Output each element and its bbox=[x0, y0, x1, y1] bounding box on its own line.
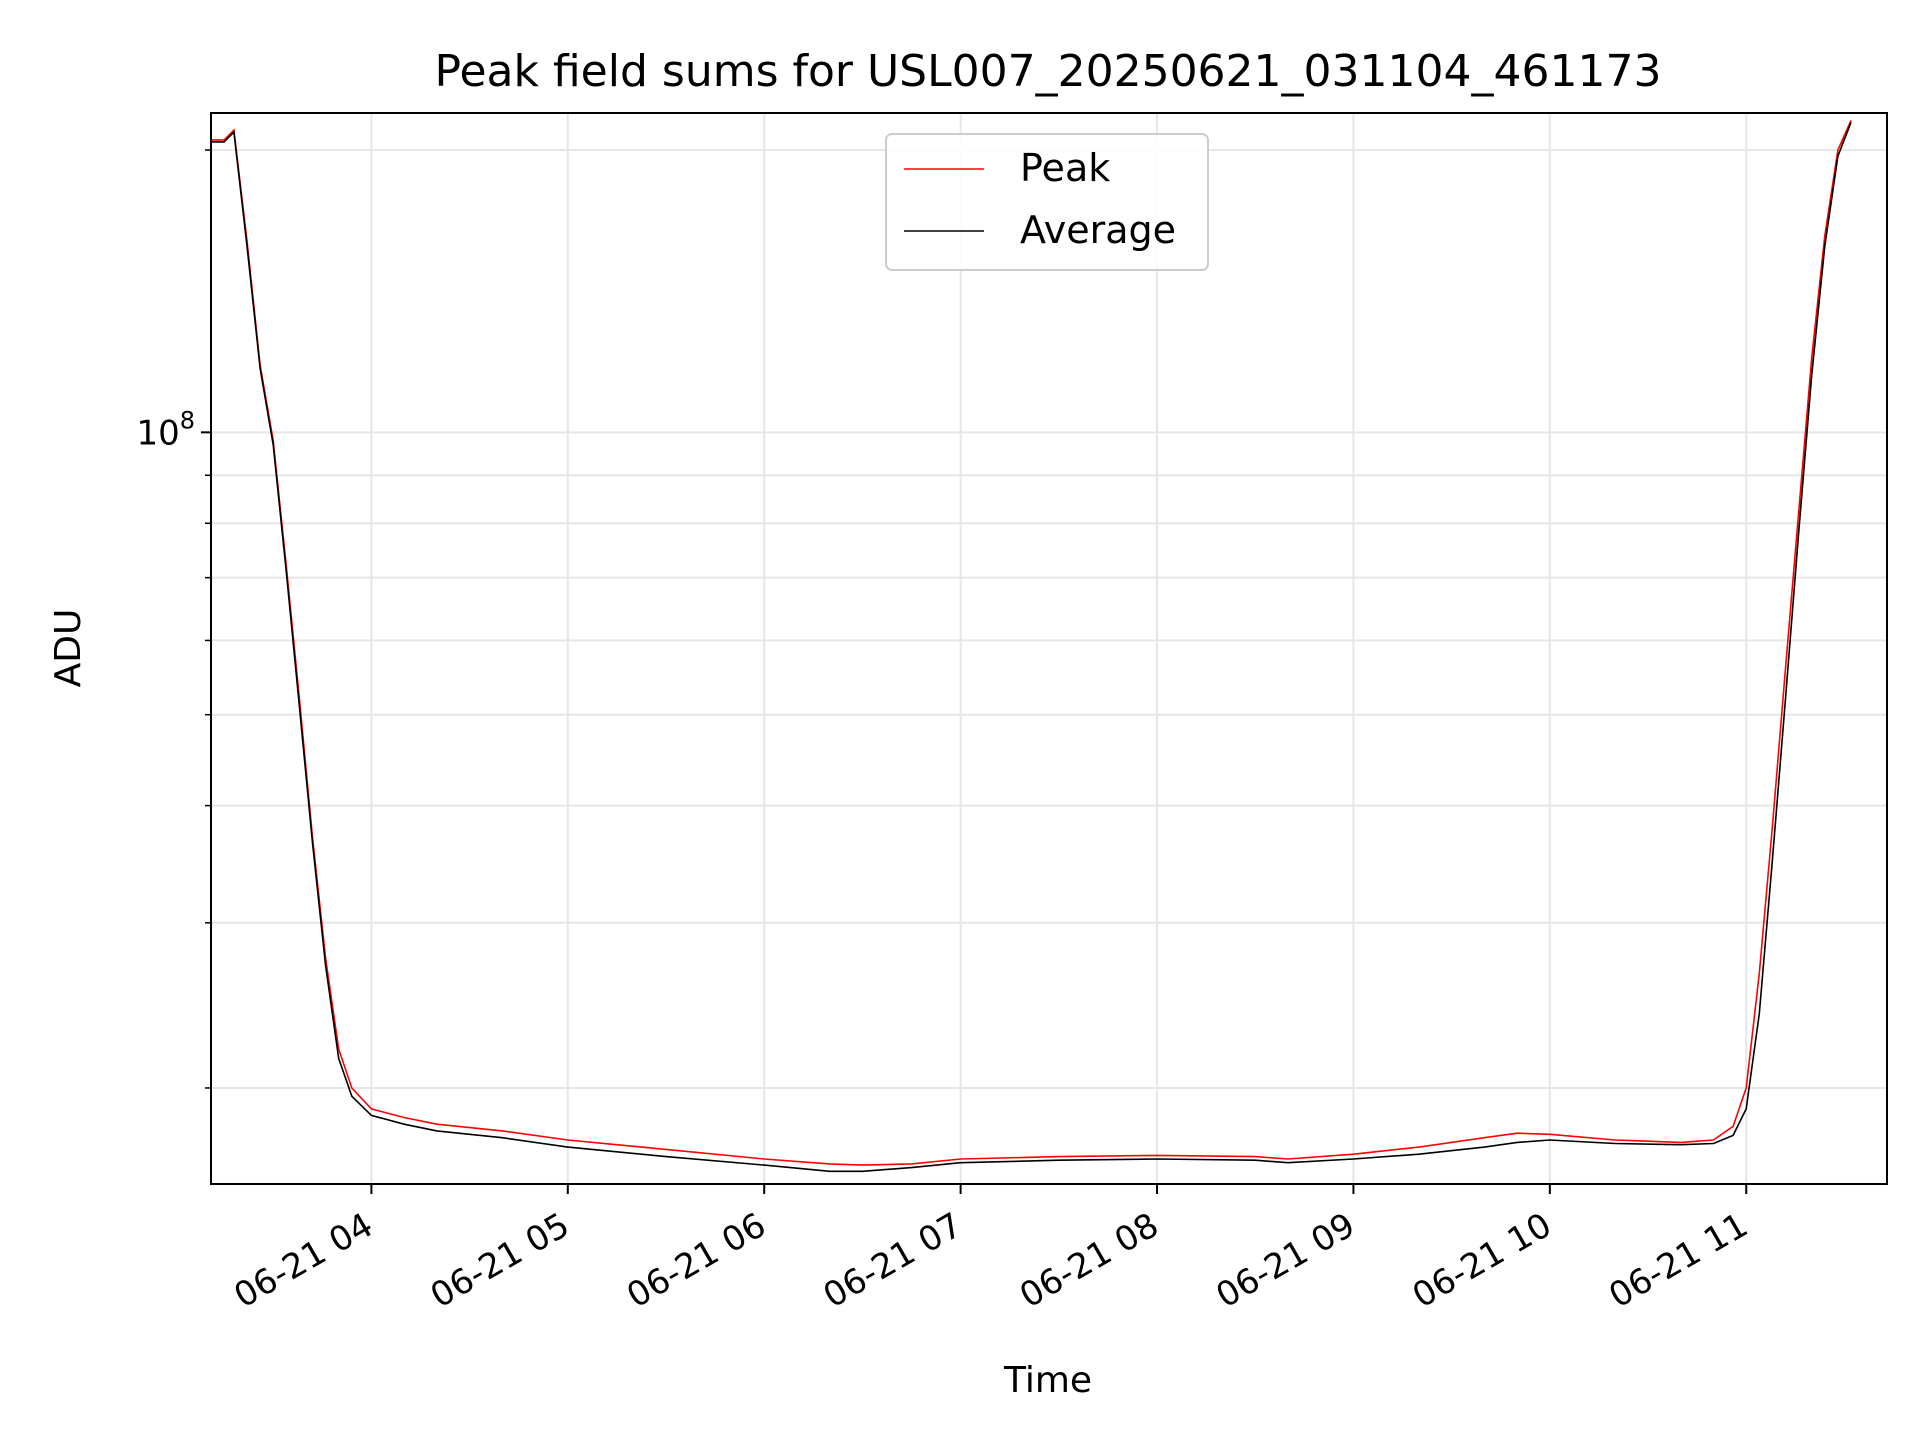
y-tick-label: 108 bbox=[136, 406, 195, 453]
x-tick-label: 06-21 10 bbox=[1406, 1205, 1558, 1316]
chart-title: Peak field sums for USL007_20250621_0311… bbox=[435, 46, 1662, 97]
plot-area-frame bbox=[210, 112, 1888, 1185]
x-tick-label: 06-21 06 bbox=[620, 1205, 772, 1316]
legend-label-average: Average bbox=[1020, 208, 1176, 252]
series-line-average bbox=[211, 122, 1852, 1173]
x-tick-label: 06-21 08 bbox=[1013, 1205, 1165, 1316]
legend-label-peak: Peak bbox=[1020, 146, 1110, 190]
x-tick-label: 06-21 05 bbox=[424, 1205, 576, 1316]
x-tick-label: 06-21 11 bbox=[1602, 1205, 1754, 1316]
x-tick-label: 06-21 07 bbox=[817, 1205, 969, 1316]
x-tick-label: 06-21 04 bbox=[228, 1205, 380, 1316]
legend: Peak Average bbox=[885, 133, 1209, 271]
x-axis-ticks: 06-21 04 06-21 05 06-21 06 06-21 07 06-21 08… bbox=[228, 1184, 1755, 1316]
series-layer bbox=[211, 120, 1852, 1173]
y-axis-label: ADU bbox=[48, 609, 89, 688]
grid-layer bbox=[211, 113, 1887, 1184]
x-tick-label: 06-21 09 bbox=[1210, 1205, 1362, 1316]
legend-box bbox=[885, 133, 1209, 271]
series-line-peak bbox=[211, 120, 1852, 1166]
x-axis-label: Time bbox=[1003, 1360, 1092, 1401]
y-axis-ticks: 108 bbox=[136, 149, 211, 1089]
